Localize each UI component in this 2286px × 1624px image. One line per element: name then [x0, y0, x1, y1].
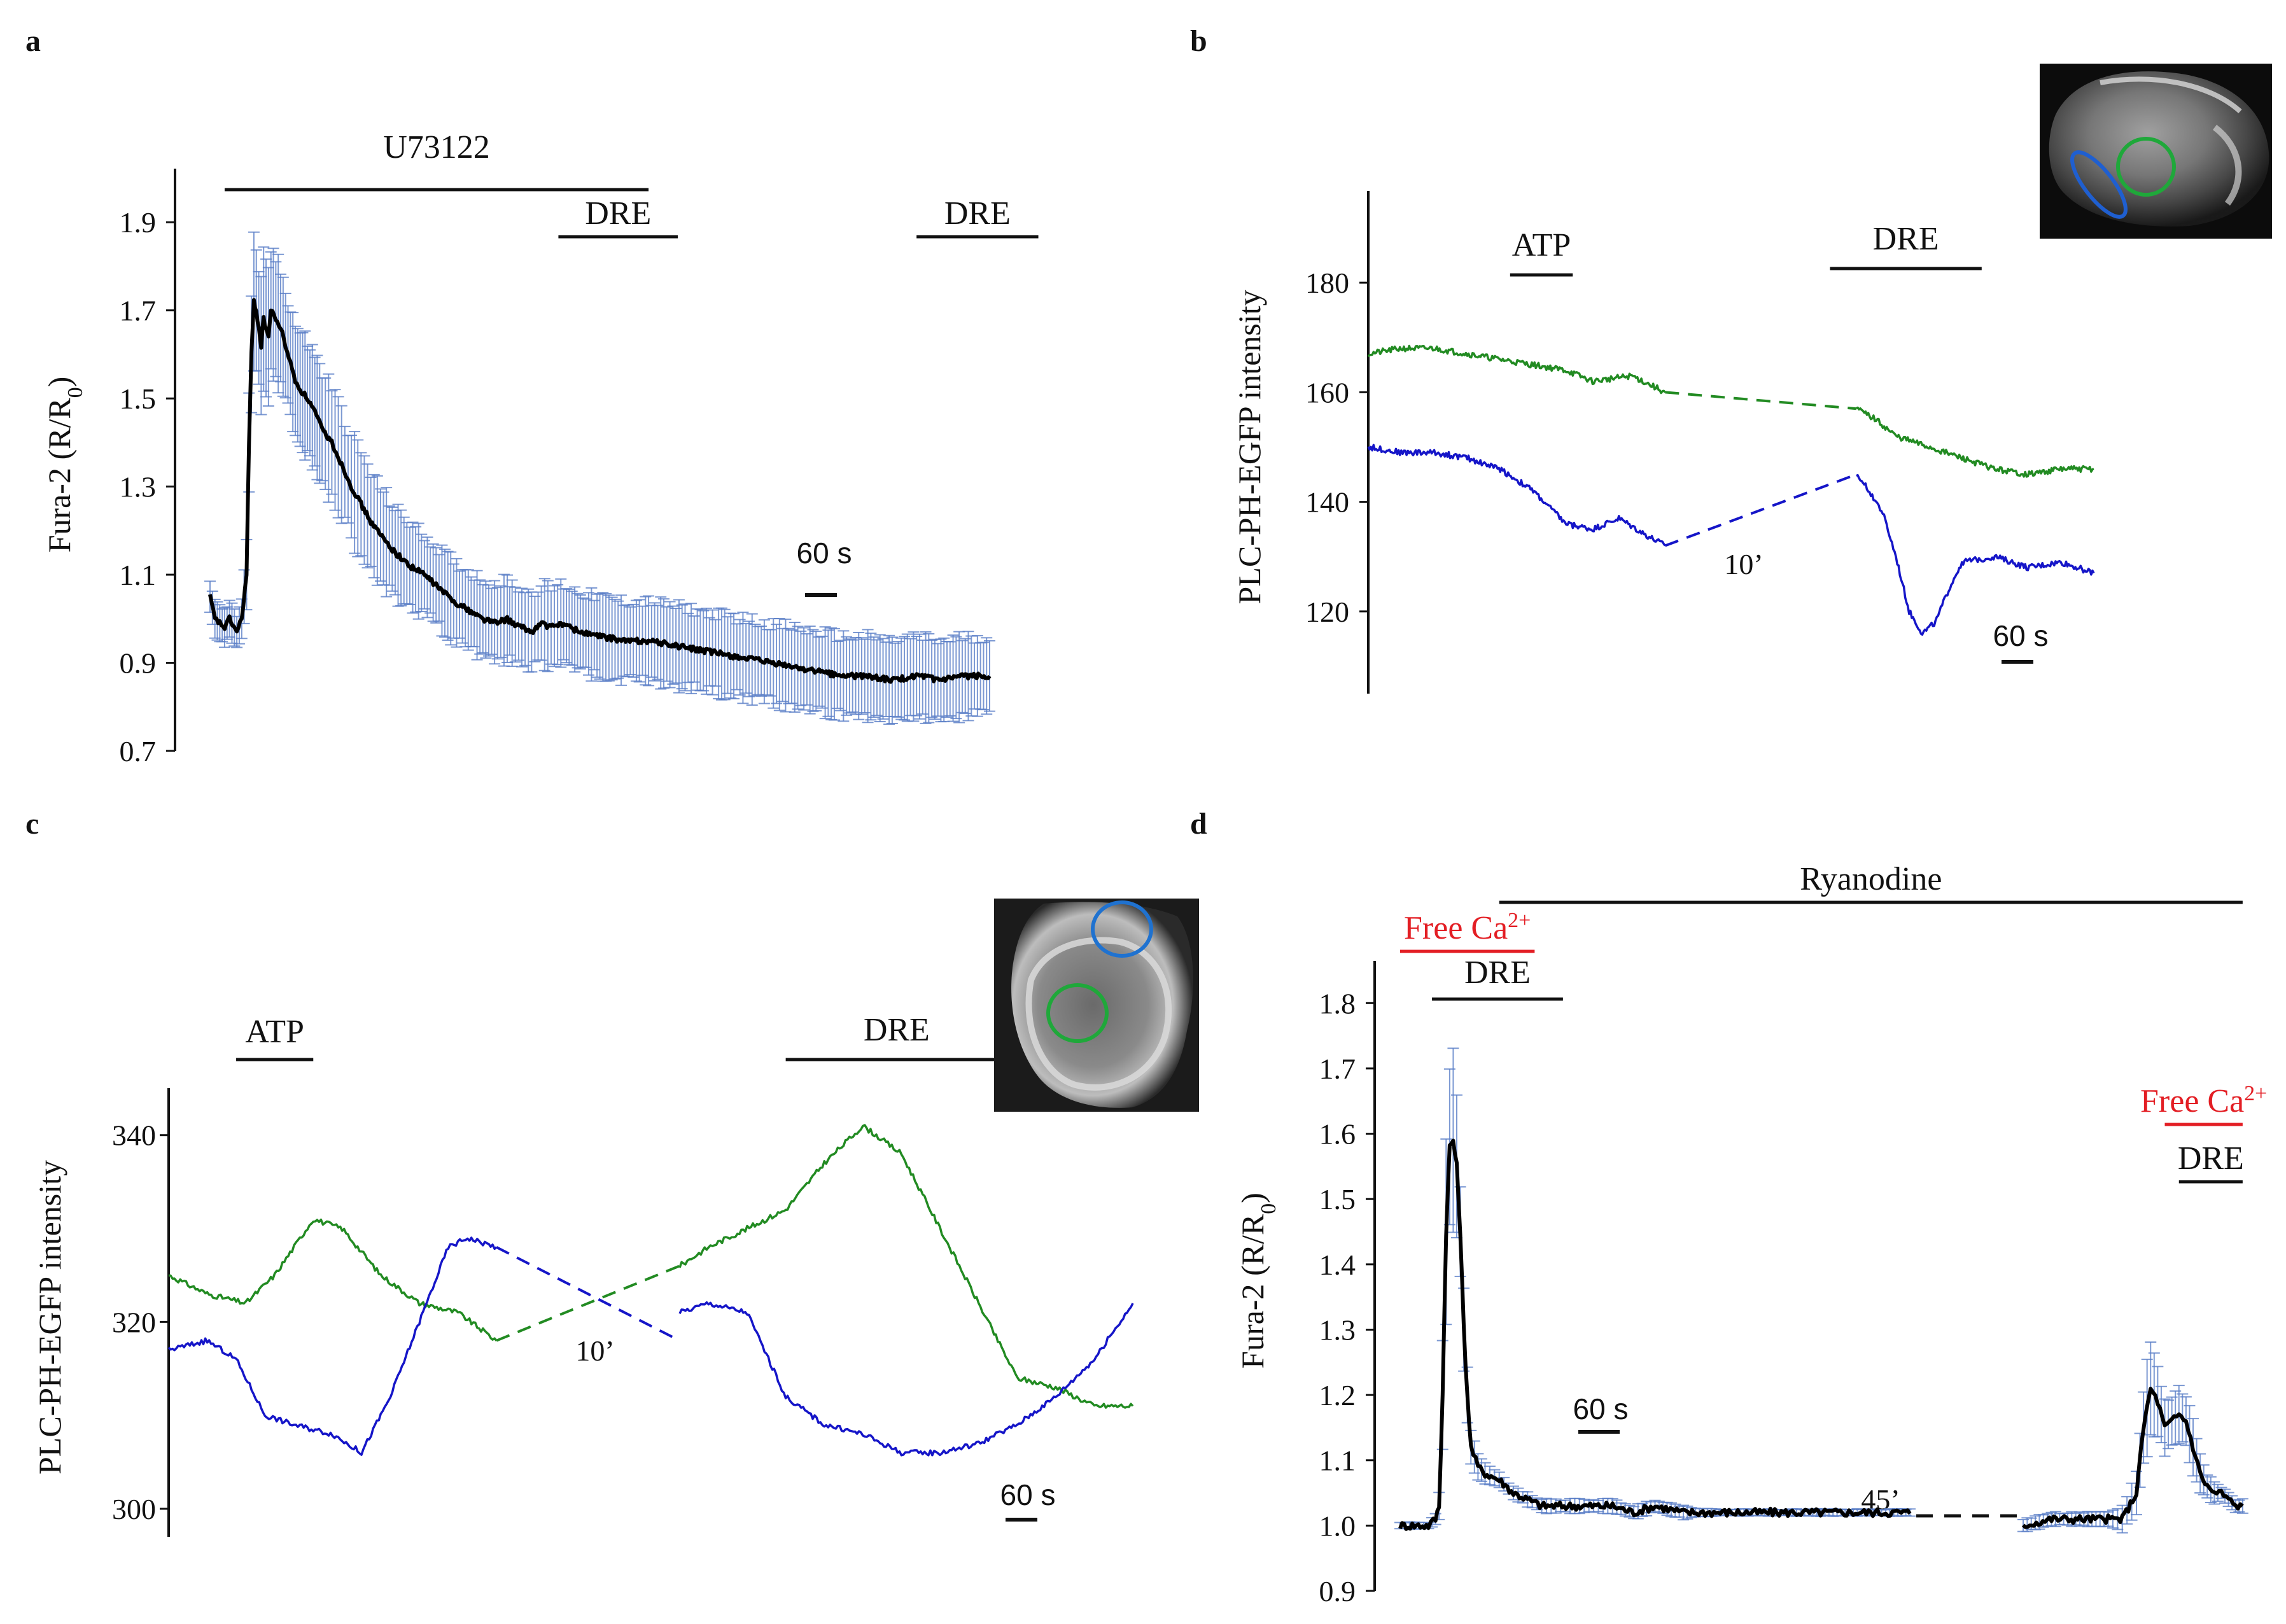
treatment-label: DRE [1464, 955, 1531, 991]
green-ROI-trace [678, 1124, 1134, 1409]
blue-ROI-trace [1367, 444, 1666, 547]
y-tick-label: 0.7 [120, 735, 157, 767]
y-tick-label: 1.4 [1319, 1249, 1356, 1281]
treatment-label: DRE [864, 1012, 930, 1048]
panel-letter-a: a [25, 24, 41, 58]
treatment-label: ATP [1512, 227, 1571, 263]
blue-ROI-trace [167, 1236, 498, 1456]
y-tick-label: 300 [112, 1493, 156, 1525]
y-axis-label: Fura-2 (R/R0) [1235, 1193, 1280, 1369]
green-roi-marker [1046, 983, 1109, 1043]
y-tick-label: 340 [112, 1119, 156, 1152]
mean-trace [1398, 1138, 1912, 1531]
y-tick-label: 1.9 [120, 206, 157, 239]
y-tick-label: 1.1 [120, 559, 157, 591]
treatment-label: DRE [944, 195, 1011, 232]
panel-b-inset-image [2040, 64, 2272, 239]
panel-a-chart: 1.9 1.7 1.5 1.3 1.1 0.9 0.7 Fura-2 (R/R0) 60 s U7… [41, 129, 1039, 767]
y-axis-label: PLC-PH-EGFP intensity [32, 1160, 67, 1474]
gap-duration-label: 10’ [1724, 548, 1763, 580]
y-tick-label: 1.7 [1319, 1053, 1356, 1085]
panel-b-chart: 180 160 140 120 PLC-PH-EGFP intensity 60 s 10’… [1231, 191, 2095, 694]
blue-ROI-gap-line [1664, 473, 1857, 547]
panel-letter-b: b [1190, 24, 1207, 58]
gap-duration-label: 10’ [575, 1334, 614, 1367]
scale-bar-label: 60 s [1000, 1478, 1056, 1511]
y-tick-label: 0.9 [120, 647, 157, 680]
y-tick-label: 320 [112, 1306, 156, 1338]
y-tick-label: 1.1 [1319, 1445, 1356, 1477]
scale-bar-label: 60 s [1993, 619, 2049, 652]
y-tick-label: 1.2 [1319, 1379, 1356, 1411]
treatment-label: U73122 [383, 129, 490, 165]
blue-ROI-trace [1856, 473, 2095, 636]
scale-bar-label: 60 s [797, 536, 852, 570]
y-tick-label: 180 [1305, 267, 1349, 299]
treatment-label: Free Ca2+ [1404, 909, 1531, 947]
treatment-label: DRE [585, 195, 651, 232]
blue-ROI-trace [678, 1301, 1134, 1457]
panel-letter-d: d [1190, 807, 1207, 841]
blue-roi-marker [1091, 900, 1153, 958]
error-bars [1394, 1047, 2248, 1534]
y-tick-label: 1.3 [1319, 1313, 1356, 1346]
y-tick-label: 1.5 [1319, 1183, 1356, 1215]
treatment-label: Free Ca2+ [2140, 1082, 2267, 1120]
treatment-label: ATP [245, 1014, 304, 1050]
green-ROI-gap-line [1665, 391, 1857, 410]
mean-trace [208, 298, 992, 684]
y-tick-label: 1.8 [1319, 987, 1356, 1019]
y-tick-label: 160 [1305, 376, 1349, 409]
y-tick-label: 0.9 [1319, 1575, 1356, 1607]
treatment-label: DRE [2178, 1140, 2244, 1177]
panel-letter-c: c [25, 807, 39, 841]
y-tick-label: 1.0 [1319, 1509, 1356, 1542]
y-axis-label: PLC-PH-EGFP intensity [1231, 290, 1267, 604]
mean-trace [2021, 1387, 2244, 1529]
y-tick-label: 140 [1305, 486, 1349, 519]
treatment-label: DRE [1873, 221, 1939, 257]
panel-c-chart: 340 320 300 PLC-PH-EGFP intensity 60 s 10’ ATP… [32, 1012, 1134, 1537]
error-bars [204, 231, 995, 725]
panel-d-chart: 1.8 1.7 1.6 1.5 1.4 1.3 1.2 1.1 1.0 0.9 Fura-2 (R/… [1235, 861, 2267, 1607]
green-ROI-trace [1856, 406, 2094, 478]
green-ROI-trace [169, 1218, 498, 1341]
y-tick-label: 1.7 [120, 295, 157, 327]
blue-ROI-gap-line [496, 1246, 680, 1342]
green-ROI-trace [1367, 344, 1666, 395]
y-tick-label: 120 [1305, 596, 1349, 628]
y-axis-label: Fura-2 (R/R0) [41, 377, 87, 553]
blue-roi-marker [2070, 150, 2128, 219]
y-tick-label: 1.3 [120, 471, 157, 503]
y-tick-label: 1.5 [120, 382, 157, 415]
green-ROI-gap-line [496, 1264, 680, 1342]
y-tick-label: 1.6 [1319, 1118, 1356, 1151]
scale-bar-label: 60 s [1573, 1392, 1629, 1425]
treatment-label: Ryanodine [1800, 861, 1942, 897]
panel-c-inset-image [994, 899, 1199, 1112]
green-roi-marker [2116, 137, 2176, 197]
